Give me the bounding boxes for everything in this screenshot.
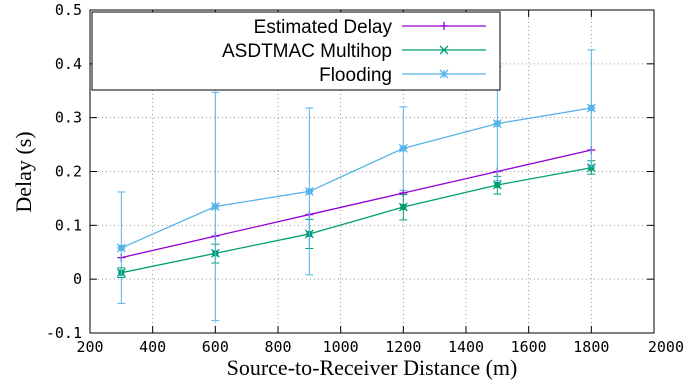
x-tick-label: 1200 <box>385 338 421 356</box>
data-point-square <box>588 164 595 171</box>
x-tick-label: 2000 <box>648 338 684 356</box>
data-point-square <box>400 204 407 211</box>
legend-label: Flooding <box>319 65 392 86</box>
y-tick-label: 0 <box>73 270 82 288</box>
axis-ticks: -0.1 0 0.1 0.2 0.3 0.4 0.5 200 400 600 800 1000 1200… <box>46 1 684 356</box>
legend-marker <box>440 22 448 30</box>
y-tick-label: 0.5 <box>55 1 82 19</box>
data-point-square <box>494 120 501 127</box>
series-line <box>121 107 592 249</box>
x-tick-label: 1600 <box>511 338 547 356</box>
legend-box <box>91 11 501 91</box>
data-point-square <box>400 145 407 152</box>
legend: Estimated Delay ASDTMAC Multihop Flooding <box>91 11 501 91</box>
x-tick-label: 400 <box>139 338 166 356</box>
y-tick-label: -0.1 <box>46 324 82 342</box>
legend-marker <box>439 45 449 55</box>
plot-data <box>116 49 596 322</box>
x-axis-title: Source-to-Receiver Distance (m) <box>227 355 518 380</box>
x-tick-label: 600 <box>202 338 229 356</box>
x-tick-label: 1800 <box>573 338 609 356</box>
legend-label: ASDTMAC Multihop <box>222 41 392 62</box>
series-estimated-delay <box>117 145 596 262</box>
y-tick-label: 0.2 <box>55 163 82 181</box>
x-tick-label: 200 <box>76 338 103 356</box>
legend-label: Estimated Delay <box>254 17 393 38</box>
data-point-square <box>212 203 219 210</box>
series-line <box>121 167 592 274</box>
legend-marker <box>439 69 449 79</box>
x-tick-label: 800 <box>264 338 291 356</box>
series-asdtmac-multihop <box>116 160 596 279</box>
y-tick-label: 0.1 <box>55 216 82 234</box>
y-tick-label: 0.4 <box>55 55 82 73</box>
x-tick-label: 1000 <box>323 338 359 356</box>
data-point-square <box>588 104 595 111</box>
x-tick-label: 1400 <box>448 338 484 356</box>
data-point-square <box>306 188 313 195</box>
series-flooding <box>116 49 596 322</box>
y-axis-title: Delay (s) <box>11 131 36 212</box>
data-point-square <box>118 244 125 251</box>
y-tick-label: 0.3 <box>55 109 82 127</box>
series-line <box>121 149 592 259</box>
data-point-square <box>494 181 501 188</box>
